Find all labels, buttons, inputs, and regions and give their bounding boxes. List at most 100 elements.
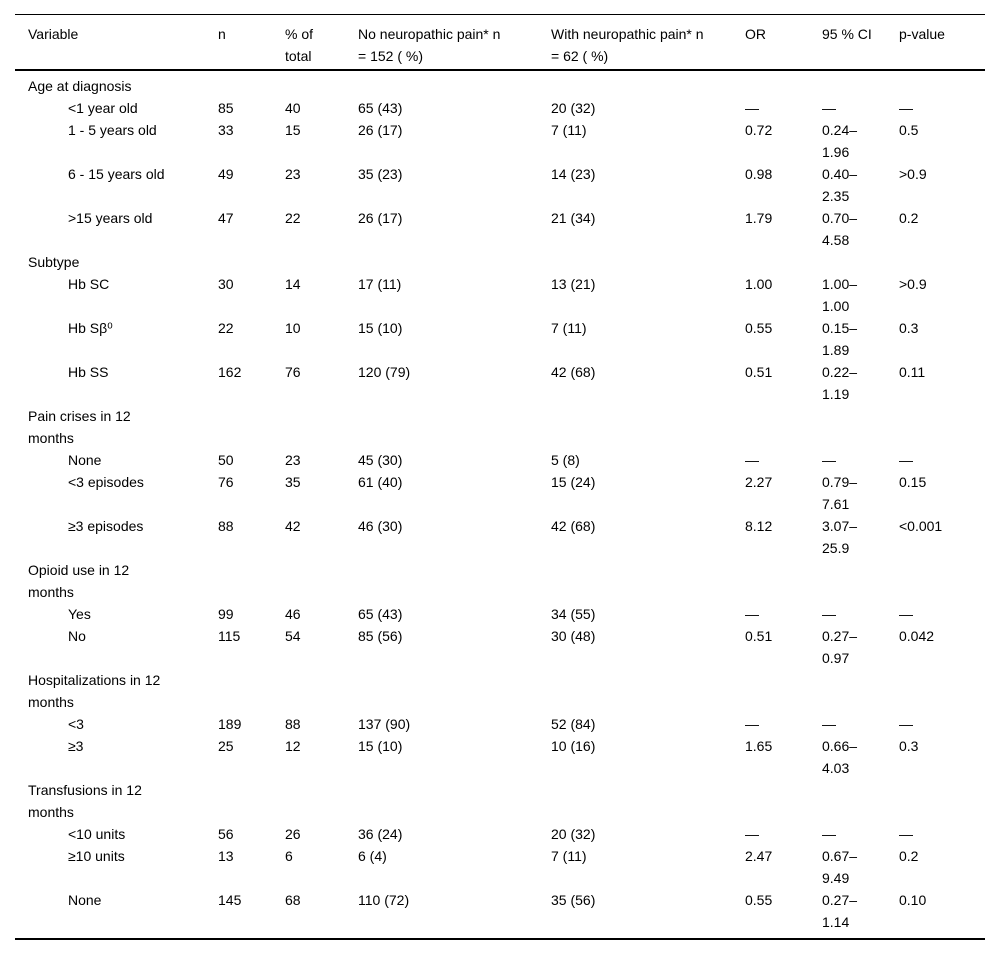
table-row: ≥3 episodes 88 42 46 (30) 42 (68) 8.12 3…	[15, 515, 985, 559]
cell-n: 189	[218, 716, 242, 732]
cell-n: 85	[218, 100, 234, 116]
cell-no-pain: 15 (10)	[358, 320, 403, 336]
cell-with-pain: 13 (21)	[551, 276, 596, 292]
cell-no-pain: 46 (30)	[358, 518, 403, 534]
cell-n: 25	[218, 738, 234, 754]
cell-ci: 0.24–1.96	[822, 122, 858, 160]
cell-n: 49	[218, 166, 234, 182]
cell-no-pain: 65 (43)	[358, 100, 403, 116]
table-header: Variable n % of total No neuropathic pai…	[15, 14, 985, 71]
table-row: Yes 99 46 65 (43) 34 (55) — — —	[15, 603, 985, 625]
cell-variable: None	[68, 452, 102, 468]
table-row: None 145 68 110 (72) 35 (56) 0.55 0.27–1…	[15, 889, 985, 939]
cell-with-pain: 20 (32)	[551, 100, 596, 116]
cell-no-pain: 120 (79)	[358, 364, 411, 380]
results-table: Variable n % of total No neuropathic pai…	[15, 14, 985, 940]
cell-no-pain: 35 (23)	[358, 166, 403, 182]
cell-n: 13	[218, 848, 234, 864]
cell-with-pain: 30 (48)	[551, 628, 596, 644]
cell-p-value: —	[899, 826, 913, 842]
cell-p-value: 0.10	[899, 892, 927, 908]
cell-no-pain: 110 (72)	[358, 892, 410, 908]
section-label: Age at diagnosis	[28, 78, 132, 94]
cell-or: 0.55	[745, 320, 773, 336]
cell-or: 1.79	[745, 210, 773, 226]
cell-pct-total: 10	[285, 320, 301, 336]
cell-or: 0.98	[745, 166, 773, 182]
cell-no-pain: 26 (17)	[358, 122, 403, 138]
cell-ci: 0.27–0.97	[822, 628, 858, 666]
section-row-age: Age at diagnosis	[15, 70, 985, 97]
cell-or: 0.51	[745, 364, 773, 380]
section-label: Subtype	[28, 254, 80, 270]
cell-with-pain: 21 (34)	[551, 210, 596, 226]
cell-ci: 1.00–1.00	[822, 276, 858, 314]
section-label: Opioid use in 12 months	[28, 562, 130, 600]
cell-no-pain: 65 (43)	[358, 606, 403, 622]
section-row-opioid-use: Opioid use in 12 months	[15, 559, 985, 603]
cell-ci: 0.66–4.03	[822, 738, 858, 776]
table-row: <1 year old 85 40 65 (43) 20 (32) — — —	[15, 97, 985, 119]
cell-p-value: 0.042	[899, 628, 935, 644]
cell-with-pain: 10 (16)	[551, 738, 596, 754]
cell-ci: 3.07–25.9	[822, 518, 858, 556]
table-row: Hb SS 162 76 120 (79) 42 (68) 0.51 0.22–…	[15, 361, 985, 405]
cell-n: 76	[218, 474, 234, 490]
cell-or: —	[745, 452, 759, 468]
cell-with-pain: 42 (68)	[551, 364, 596, 380]
cell-pct-total: 54	[285, 628, 301, 644]
cell-pct-total: 76	[285, 364, 301, 380]
cell-variable: >15 years old	[68, 210, 153, 226]
cell-ci: 0.15–1.89	[822, 320, 858, 358]
section-label: Transfusions in 12 months	[28, 782, 142, 820]
cell-or: 0.55	[745, 892, 773, 908]
cell-variable: <10 units	[68, 826, 126, 842]
cell-no-pain: 36 (24)	[358, 826, 403, 842]
cell-ci: 0.67–9.49	[822, 848, 858, 886]
cell-with-pain: 7 (11)	[551, 122, 587, 138]
section-label-cell: Subtype	[15, 251, 985, 273]
cell-n: 88	[218, 518, 234, 534]
cell-n: 30	[218, 276, 234, 292]
cell-variable: <1 year old	[68, 100, 138, 116]
cell-ci: 0.22–1.19	[822, 364, 858, 402]
cell-or: 1.00	[745, 276, 773, 292]
section-label: Pain crises in 12 months	[28, 408, 131, 446]
cell-with-pain: 42 (68)	[551, 518, 596, 534]
cell-or: 0.51	[745, 628, 773, 644]
section-label-cell: Pain crises in 12 months	[15, 405, 985, 449]
cell-no-pain: 15 (10)	[358, 738, 403, 754]
cell-ci: —	[822, 716, 836, 732]
table-row: >15 years old 47 22 26 (17) 21 (34) 1.79…	[15, 207, 985, 251]
col-header-n: n	[218, 14, 285, 71]
cell-ci: 0.70–4.58	[822, 210, 858, 248]
header-row: Variable n % of total No neuropathic pai…	[15, 14, 985, 71]
table-body: Age at diagnosis <1 year old 85 40 65 (4…	[15, 70, 985, 939]
cell-with-pain: 34 (55)	[551, 606, 596, 622]
cell-with-pain: 7 (11)	[551, 320, 587, 336]
cell-p-value: >0.9	[899, 276, 927, 292]
section-label-cell: Age at diagnosis	[15, 70, 985, 97]
cell-variable: <3	[68, 716, 84, 732]
cell-or: —	[745, 100, 759, 116]
cell-variable: Hb SS	[68, 364, 109, 380]
section-row-transfusions: Transfusions in 12 months	[15, 779, 985, 823]
col-header-pct-total: % of total	[285, 14, 358, 71]
cell-ci: 0.40–2.35	[822, 166, 858, 204]
cell-or: 2.47	[745, 848, 773, 864]
table-row: ≥10 units 13 6 6 (4) 7 (11) 2.47 0.67–9.…	[15, 845, 985, 889]
table-row: None 50 23 45 (30) 5 (8) — — —	[15, 449, 985, 471]
table-row: Hb SC 30 14 17 (11) 13 (21) 1.00 1.00–1.…	[15, 273, 985, 317]
cell-with-pain: 52 (84)	[551, 716, 596, 732]
cell-ci: 0.79–7.61	[822, 474, 858, 512]
cell-n: 47	[218, 210, 234, 226]
col-header-ci: 95 % CI	[822, 14, 899, 71]
cell-p-value: —	[899, 606, 913, 622]
cell-pct-total: 6	[285, 848, 293, 864]
cell-pct-total: 42	[285, 518, 301, 534]
cell-no-pain: 45 (30)	[358, 452, 403, 468]
cell-variable: 6 - 15 years old	[68, 166, 165, 182]
cell-with-pain: 35 (56)	[551, 892, 596, 908]
cell-or: 8.12	[745, 518, 773, 534]
